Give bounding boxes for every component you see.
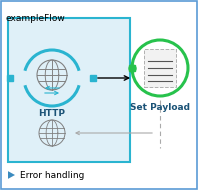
FancyBboxPatch shape xyxy=(1,1,197,189)
FancyBboxPatch shape xyxy=(8,18,130,162)
Text: exampleFlow: exampleFlow xyxy=(6,14,66,23)
FancyBboxPatch shape xyxy=(144,49,176,87)
Text: Set Payload: Set Payload xyxy=(130,104,190,112)
Polygon shape xyxy=(8,171,15,179)
Text: HTTP: HTTP xyxy=(38,109,66,119)
Text: Error handling: Error handling xyxy=(20,170,84,180)
